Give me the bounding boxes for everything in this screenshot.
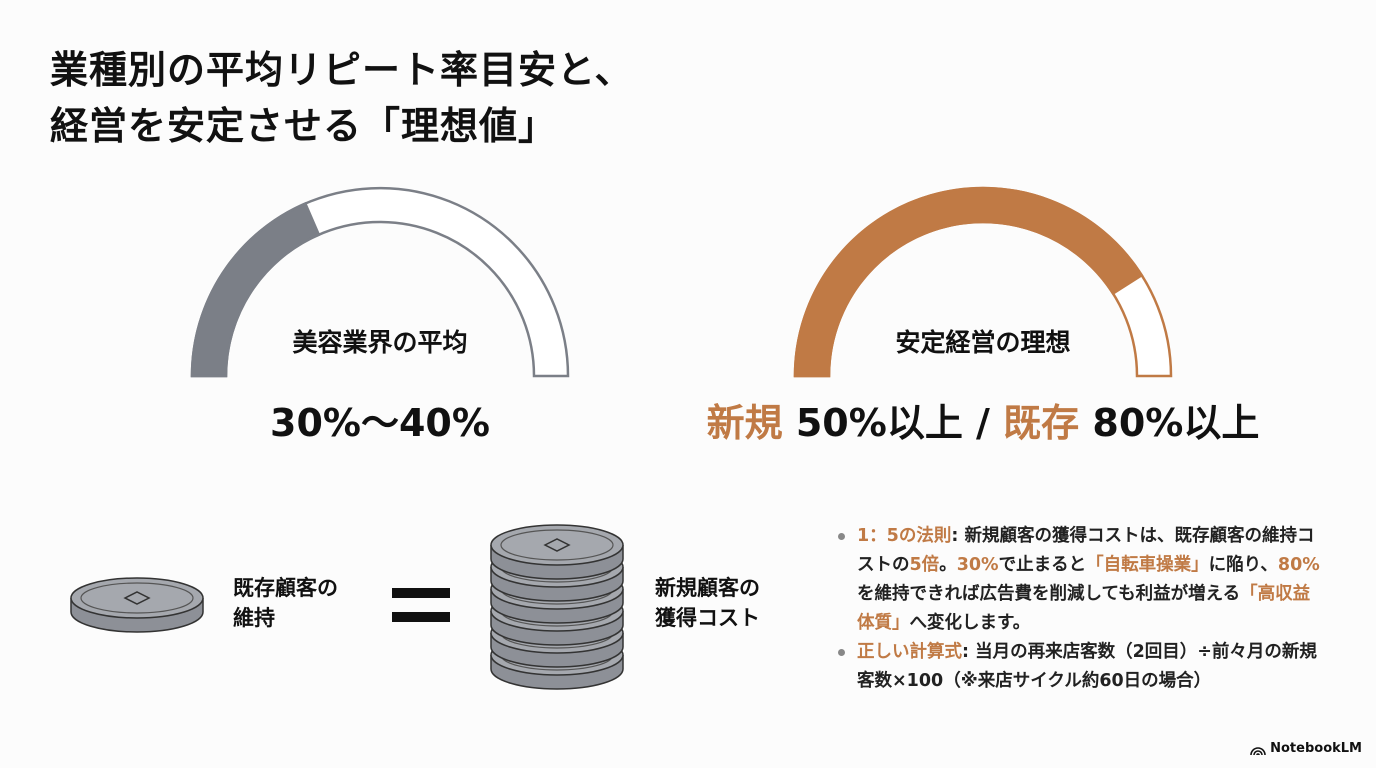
bullet-dot-icon xyxy=(838,649,845,656)
ideal-gauge xyxy=(793,186,1173,378)
brand-name: NotebookLM xyxy=(1270,741,1362,756)
bullet-dot-icon xyxy=(838,533,845,540)
highlight-text: 1：5の法則 xyxy=(857,526,952,546)
new-cost-label: 新規顧客の 獲得コスト xyxy=(655,573,760,633)
highlight-text: 正しい計算式 xyxy=(857,642,962,662)
gauge-fill xyxy=(190,201,321,378)
equals-icon xyxy=(392,612,450,622)
average-gauge xyxy=(190,186,570,378)
ideal-value: 新規 50%以上 / 既存 80%以上 xyxy=(683,392,1283,447)
bullet-text: : 新規顧客の獲得コストは、既存顧客の維持コストの xyxy=(857,526,1315,575)
gauge-fill xyxy=(793,186,1144,378)
coin-icon xyxy=(70,577,204,633)
bullet-text: 。 xyxy=(939,555,957,575)
label-line: 新規顧客の xyxy=(655,576,760,600)
average-value: 30%〜40% xyxy=(270,401,490,445)
bullet-text: で止まると xyxy=(998,555,1087,575)
highlight-text: 80% xyxy=(1277,555,1320,575)
average-gauge-label: 美容業界の平均 xyxy=(292,328,468,357)
bullet-item: 1：5の法則: 新規顧客の獲得コストは、既存顧客の維持コストの5倍。30%で止ま… xyxy=(835,522,1325,638)
bullet-list: 1：5の法則: 新規顧客の獲得コストは、既存顧客の維持コストの5倍。30%で止ま… xyxy=(835,522,1325,696)
bullet-text: へ変化します。 xyxy=(909,613,1031,633)
existing-value: 80%以上 xyxy=(1079,401,1260,445)
ideal-gauge-label: 安定経営の理想 xyxy=(895,328,1071,357)
coin-stack-icon xyxy=(490,524,624,690)
bullet-text: を維持できれば広告費を削減しても利益が増える xyxy=(857,584,1241,604)
page-title: 業種別の平均リピート率目安と、 経営を安定させる「理想値」 xyxy=(50,42,633,154)
highlight-text: 5倍 xyxy=(909,555,940,575)
label-line: 獲得コスト xyxy=(655,606,760,630)
title-line-2: 経営を安定させる「理想値」 xyxy=(50,104,558,148)
highlight-text: 「高収益体質」 xyxy=(857,584,1311,633)
new-value: 50%以上 / xyxy=(782,401,1004,445)
bullet-item: 正しい計算式: 当月の再来店客数（2回目）÷前々月の新規客数×100（※来店サイ… xyxy=(835,638,1325,696)
new-label: 新規 xyxy=(706,401,783,445)
bullet-text: : 当月の再来店客数（2回目）÷前々月の新規客数×100（※来店サイクル約60日… xyxy=(857,642,1317,691)
highlight-text: 「自転車操業」 xyxy=(1086,555,1209,575)
notebooklm-logo: NotebookLM xyxy=(1250,741,1362,756)
existing-label: 既存 xyxy=(1003,401,1080,445)
label-line: 既存顧客の xyxy=(233,576,338,600)
highlight-text: 30% xyxy=(956,555,999,575)
title-line-1: 業種別の平均リピート率目安と、 xyxy=(50,48,634,92)
coin xyxy=(490,524,624,580)
coin xyxy=(70,577,204,633)
existing-cost-label: 既存顧客の 維持 xyxy=(233,573,338,633)
equals-icon xyxy=(392,588,450,598)
notebooklm-icon xyxy=(1250,746,1266,755)
label-line: 維持 xyxy=(233,606,275,630)
bullet-text: に陥り、 xyxy=(1208,555,1278,575)
